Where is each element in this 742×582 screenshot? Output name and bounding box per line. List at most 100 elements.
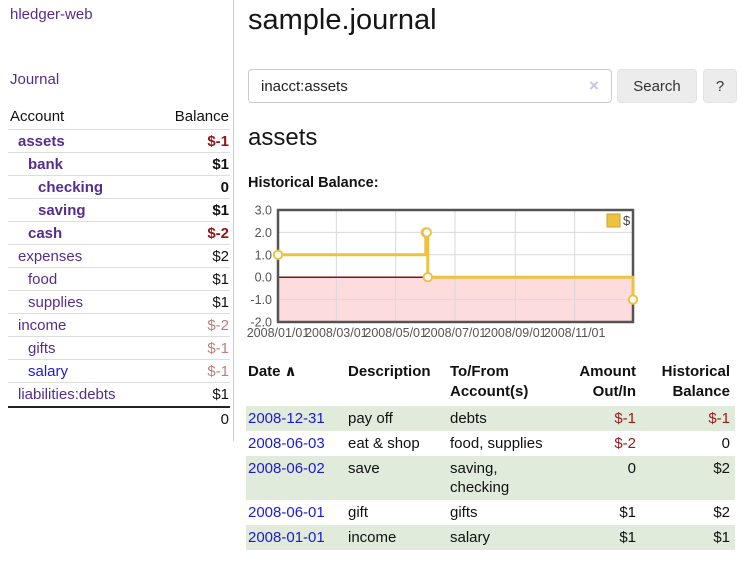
account-balance: $-1 bbox=[207, 132, 229, 150]
register-accounts: gifts bbox=[450, 504, 478, 521]
register-balance: $-1 bbox=[708, 410, 730, 427]
clear-search-icon[interactable]: × bbox=[589, 76, 599, 95]
account-balance: $-1 bbox=[207, 339, 229, 357]
sidebar-account-link[interactable]: assets bbox=[18, 132, 65, 150]
register-body: 2008-12-31 pay off debts $-1 $-1 2008-06-03 ea… bbox=[246, 406, 735, 550]
account-row: expenses $2 bbox=[8, 245, 230, 268]
account-row: checking 0 bbox=[8, 176, 230, 199]
account-heading: assets bbox=[248, 124, 318, 151]
register-date-link[interactable]: 2008-06-02 bbox=[248, 460, 325, 477]
balance-column-header-main: Historical Balance bbox=[661, 363, 730, 400]
account-row: income $-2 bbox=[8, 314, 230, 337]
account-row: assets $-1 bbox=[8, 130, 230, 153]
search-bar: × Search ? bbox=[248, 69, 737, 103]
sidebar-item-journal[interactable]: Journal bbox=[10, 71, 60, 88]
account-row: gifts $-1 bbox=[8, 337, 230, 360]
account-balance: $1 bbox=[212, 155, 229, 173]
search-button[interactable]: Search bbox=[617, 69, 697, 103]
legend-swatch bbox=[606, 213, 621, 228]
sidebar-account-link[interactable]: bank bbox=[28, 155, 64, 173]
register-date-link[interactable]: 2008-01-01 bbox=[248, 529, 325, 546]
account-balance: $-1 bbox=[207, 362, 229, 380]
account-row: saving $1 bbox=[8, 199, 230, 222]
x-axis-tick-label: 2008/07/01 bbox=[424, 326, 487, 340]
sidebar-account-link[interactable]: liabilities:debts bbox=[18, 386, 116, 403]
account-balance: $1 bbox=[212, 201, 229, 219]
y-axis-tick-label: 0.0 bbox=[255, 271, 272, 285]
sidebar-account-link[interactable]: food bbox=[28, 270, 58, 288]
sidebar-account-link[interactable]: salary bbox=[28, 362, 69, 380]
account-balance: 0 bbox=[220, 178, 229, 196]
accounts-table-header: Account Balance bbox=[8, 103, 230, 130]
help-button[interactable]: ? bbox=[703, 69, 737, 103]
register-row: 2008-12-31 pay off debts $-1 $-1 bbox=[246, 406, 735, 431]
x-axis-tick-label: 2008/11/01 bbox=[544, 326, 606, 340]
account-balance: $1 bbox=[212, 293, 229, 311]
register-amount: $1 bbox=[619, 504, 636, 521]
account-row: liabilities:debts $1 bbox=[8, 383, 230, 406]
register-row: 2008-01-01 income salary $1 $1 bbox=[246, 525, 735, 550]
balance-column-header: Balance bbox=[174, 108, 229, 125]
sidebar-account-link[interactable]: checking bbox=[38, 178, 104, 196]
brand-link[interactable]: hledger-web bbox=[10, 6, 93, 23]
account-row: bank $1 bbox=[8, 153, 230, 176]
register-description: pay off bbox=[348, 410, 393, 427]
sidebar-divider bbox=[233, 0, 234, 441]
accounts-list: assets $-1 bank $1 checking 0 saving $1 cash $-2 e… bbox=[8, 130, 230, 406]
register-balance: $1 bbox=[713, 529, 730, 546]
register-accounts: food, supplies bbox=[450, 435, 543, 452]
data-point-marker bbox=[627, 294, 639, 305]
x-axis-tick-label: 2008/01/01 bbox=[247, 326, 310, 340]
amount-column-header: Amount Out/In bbox=[579, 363, 636, 400]
x-axis-tick-label: 2008/03/01 bbox=[305, 326, 368, 340]
data-point-marker bbox=[272, 249, 284, 260]
sidebar-account-link[interactable]: income bbox=[18, 316, 67, 334]
account-balance: $1 bbox=[212, 270, 229, 288]
register-row: 2008-06-01 gift gifts $1 $2 bbox=[246, 500, 735, 525]
register-date-link[interactable]: 2008-06-01 bbox=[248, 504, 325, 521]
account-row: salary $-1 bbox=[8, 360, 230, 383]
register-header-row: Date ∧ Description To/From Account(s) Amo… bbox=[246, 360, 735, 406]
sidebar-account-link[interactable]: saving bbox=[38, 201, 86, 219]
sort-ascending-icon: ∧ bbox=[284, 363, 297, 380]
account-column-header: Account bbox=[10, 108, 65, 125]
sidebar-account-link[interactable]: expenses bbox=[18, 247, 83, 265]
date-header-label: Date bbox=[248, 363, 281, 380]
data-point-marker bbox=[422, 272, 434, 283]
register-balance: $2 bbox=[713, 504, 730, 521]
date-column-header[interactable]: Date ∧ bbox=[246, 360, 343, 406]
register-description: gift bbox=[348, 504, 369, 521]
sidebar-account-link[interactable]: gifts bbox=[28, 339, 56, 357]
y-axis-tick-label: 1.0 bbox=[255, 248, 272, 262]
y-axis-tick-label: 2.0 bbox=[255, 226, 272, 240]
account-balance: $-2 bbox=[207, 316, 229, 334]
account-balance: $2 bbox=[212, 247, 229, 265]
sidebar-account-link[interactable]: cash bbox=[28, 224, 63, 242]
accounts-total-row: 0 bbox=[8, 406, 230, 431]
legend-label: $ bbox=[623, 213, 631, 228]
register-accounts: saving, checking bbox=[450, 460, 510, 496]
account-row: supplies $1 bbox=[8, 291, 230, 314]
register-balance: $2 bbox=[713, 460, 730, 477]
plot-border bbox=[276, 208, 635, 324]
accounts-column-header: To/From Account(s) bbox=[450, 363, 529, 400]
register-amount: $-2 bbox=[614, 435, 636, 452]
account-balance: $-2 bbox=[207, 224, 229, 242]
y-axis-tick-label: -2.0 bbox=[250, 316, 272, 330]
register-description: eat & shop bbox=[348, 435, 420, 452]
y-axis-tick-label: -1.0 bbox=[250, 293, 272, 307]
register-description: save bbox=[348, 460, 380, 477]
register-date-link[interactable]: 2008-06-03 bbox=[248, 435, 325, 452]
register-description: income bbox=[348, 529, 397, 546]
register-accounts: debts bbox=[450, 410, 487, 427]
register-table: Date ∧ Description To/From Account(s) Amo… bbox=[246, 360, 735, 550]
x-axis-tick-label: 2008/09/01 bbox=[484, 326, 547, 340]
sidebar-account-link[interactable]: supplies bbox=[28, 293, 84, 311]
register-row: 2008-06-03 eat & shop food, supplies $-2 0 bbox=[246, 431, 735, 456]
register-amount: 0 bbox=[627, 460, 636, 477]
register-date-link[interactable]: 2008-12-31 bbox=[248, 410, 325, 427]
search-input[interactable] bbox=[248, 69, 612, 103]
x-axis-tick-label: 2008/05/01 bbox=[364, 326, 427, 340]
data-point-marker bbox=[421, 227, 433, 238]
